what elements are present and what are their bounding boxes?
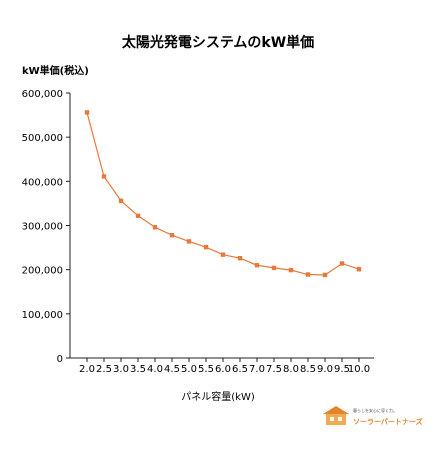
y-ticks: 0 100,000 200,000 300,000 400,000 500,000 600,… [22, 89, 70, 365]
data-point [118, 198, 124, 203]
y-tick-label: 100,000 [22, 310, 63, 321]
company-logo: 暮らしを安心に導く力。 ソーラーパートナーズ [321, 404, 433, 434]
y-tick-label: 400,000 [22, 177, 63, 188]
series-group [84, 110, 362, 278]
x-axis-label: パネル容量(kW) [181, 390, 255, 403]
y-tick-label: 200,000 [22, 266, 63, 277]
data-point [322, 272, 328, 278]
x-tick-label: 9.0 [317, 364, 333, 375]
data-point [271, 265, 277, 271]
x-tick-label: 7.5 [266, 364, 282, 375]
x-tick-label: 4.5 [164, 364, 180, 375]
y-tick-label: 600,000 [22, 89, 63, 100]
y-tick-label: 300,000 [22, 222, 63, 233]
chart-title: 太陽光発電システムのkW単価 [122, 34, 314, 51]
house-icon [323, 406, 349, 425]
x-tick-label: 2.0 [79, 364, 95, 375]
y-tick-label: 500,000 [22, 133, 63, 144]
logo-tagline: 暮らしを安心に導く力。 [353, 408, 397, 413]
x-tick-label: 7.0 [249, 364, 265, 375]
x-ticks: 2.0 2.5 3.0 3.5 4.0 4.5 5.0 5.5 6.0 6.5 7.0 7.5 8.0 8… [79, 358, 370, 375]
data-point [237, 255, 243, 261]
x-tick-label: 9.5 [334, 364, 350, 375]
x-tick-label: 3.0 [113, 364, 129, 375]
data-point [305, 272, 311, 277]
x-tick-label: 8.0 [283, 364, 299, 375]
data-point [186, 239, 192, 244]
logo-name: ソーラーパートナーズ [353, 418, 423, 426]
data-point [135, 213, 141, 218]
data-point [220, 252, 226, 257]
data-point [288, 267, 294, 273]
data-point [356, 267, 362, 272]
x-tick-label: 6.0 [215, 364, 231, 375]
data-point [84, 110, 90, 115]
axes [69, 93, 374, 359]
data-point [254, 263, 260, 268]
x-tick-label: 8.5 [300, 364, 316, 375]
x-tick-label: 6.5 [232, 364, 248, 375]
series-line [86, 112, 360, 276]
data-point [169, 233, 175, 238]
x-tick-label: 5.5 [198, 364, 214, 375]
data-point [203, 244, 209, 250]
x-tick-label: 5.0 [181, 364, 197, 375]
data-point [339, 261, 345, 266]
x-tick-label: 10.0 [348, 364, 370, 375]
data-point [101, 174, 107, 179]
x-tick-label: 3.5 [130, 364, 146, 375]
y-axis-label: kW単価(税込) [22, 64, 89, 77]
data-point [152, 225, 158, 230]
x-tick-label: 2.5 [96, 364, 112, 375]
x-tick-label: 4.0 [147, 364, 163, 375]
y-tick-label: 0 [57, 354, 63, 365]
